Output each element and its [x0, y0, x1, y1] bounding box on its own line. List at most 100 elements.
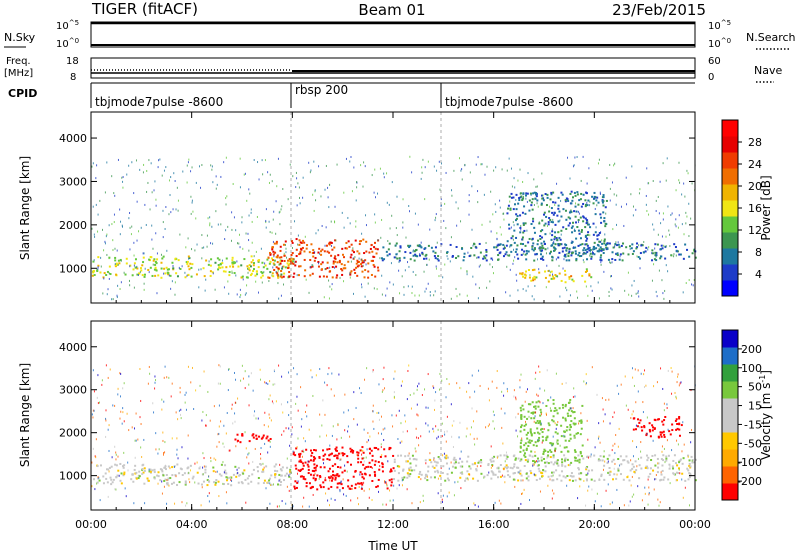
power-cell [219, 263, 222, 266]
velocity-cell [237, 481, 240, 484]
power-cell [668, 229, 670, 232]
power-cell [275, 232, 277, 235]
power-cell [585, 219, 587, 222]
velocity-cell [550, 451, 553, 454]
power-cell [648, 246, 650, 249]
power-cell [492, 272, 494, 275]
velocity-cell [367, 431, 369, 434]
velocity-cell [252, 433, 255, 436]
velocity-cell [648, 422, 651, 425]
velocity-cell [654, 464, 657, 467]
power-cell [679, 253, 682, 256]
velocity-cell [213, 405, 215, 408]
power-cell [387, 240, 389, 243]
velocity-cell [361, 483, 364, 486]
velocity-cell [535, 460, 537, 463]
velocity-cell [563, 454, 566, 457]
power-cell [686, 248, 689, 251]
velocity-cell [215, 479, 218, 482]
velocity-cell [438, 457, 441, 460]
velocity-cell [633, 493, 635, 496]
power-cell [314, 190, 316, 193]
velocity-cell [130, 478, 133, 481]
velocity-cell [371, 479, 374, 482]
velocity-cell [454, 458, 457, 461]
velocity-cell [326, 458, 329, 461]
power-cell [362, 238, 365, 241]
power-cell [163, 169, 165, 172]
power-cell [593, 241, 596, 244]
velocity-cell [547, 399, 550, 402]
power-cell [154, 260, 157, 263]
velocity-cell [444, 456, 446, 459]
velocity-cell [224, 464, 227, 467]
power-cell [603, 238, 606, 241]
velocity-cell [392, 499, 394, 502]
velocity-cell [601, 459, 604, 462]
power-cell [136, 273, 139, 276]
power-cell [208, 260, 210, 263]
velocity-cell [343, 411, 345, 414]
power-cell [310, 169, 312, 172]
power-cell [362, 261, 365, 264]
velocity-cell [195, 389, 197, 392]
power-cell [287, 198, 289, 201]
velocity-cell [328, 476, 331, 479]
velocity-cell [288, 474, 290, 477]
power-cell [684, 195, 686, 198]
velocity-cell [269, 502, 271, 505]
power-cell [150, 162, 152, 165]
velocity-cell [524, 455, 527, 458]
power-cell [590, 257, 593, 260]
power-cell [657, 233, 659, 236]
velocity-cell [334, 499, 336, 502]
velocity-cell [563, 459, 566, 462]
velocity-cell [428, 430, 430, 433]
power-cell [589, 250, 591, 253]
power-cell [162, 236, 164, 239]
power-cell [521, 236, 524, 239]
power-cell [536, 253, 538, 256]
velocity-cell [374, 460, 377, 463]
power-cell [320, 253, 323, 256]
power-cell [382, 246, 385, 249]
velocity-cell [180, 408, 182, 411]
velocity-cell [147, 479, 150, 482]
velocity-cell [649, 430, 652, 433]
power-cell [247, 267, 250, 270]
velocity-cell [571, 475, 574, 478]
power-cell [188, 158, 190, 161]
power-cell [663, 244, 665, 247]
velocity-cell [185, 504, 187, 507]
power-cell [263, 271, 265, 274]
x-tick-label: 00:00 [679, 518, 711, 531]
velocity-cell [278, 478, 281, 481]
velocity-cell [243, 469, 246, 472]
power-cell [108, 272, 110, 275]
velocity-cell [105, 409, 107, 412]
velocity-cell [496, 455, 499, 458]
velocity-cell [453, 494, 455, 497]
velocity-cell [322, 486, 325, 489]
velocity-cell [358, 482, 361, 485]
power-cell [547, 280, 550, 283]
velocity-cell [162, 431, 164, 434]
power-cell [629, 247, 631, 250]
velocity-cell [622, 459, 625, 462]
velocity-cell [402, 469, 405, 472]
power-cell [587, 199, 590, 202]
power-cell [173, 172, 175, 175]
power-cell [278, 211, 280, 214]
velocity-cell [678, 467, 681, 470]
power-cell [417, 223, 419, 226]
velocity-cell [96, 482, 98, 485]
power-cell [575, 257, 578, 260]
velocity-cell [187, 434, 189, 437]
velocity-cell [155, 448, 157, 451]
power-cell [582, 155, 584, 158]
power-cell [510, 208, 512, 211]
velocity-cell [283, 479, 286, 482]
velocity-cell [371, 467, 373, 470]
power-cell [638, 244, 640, 247]
power-cell [296, 177, 298, 180]
